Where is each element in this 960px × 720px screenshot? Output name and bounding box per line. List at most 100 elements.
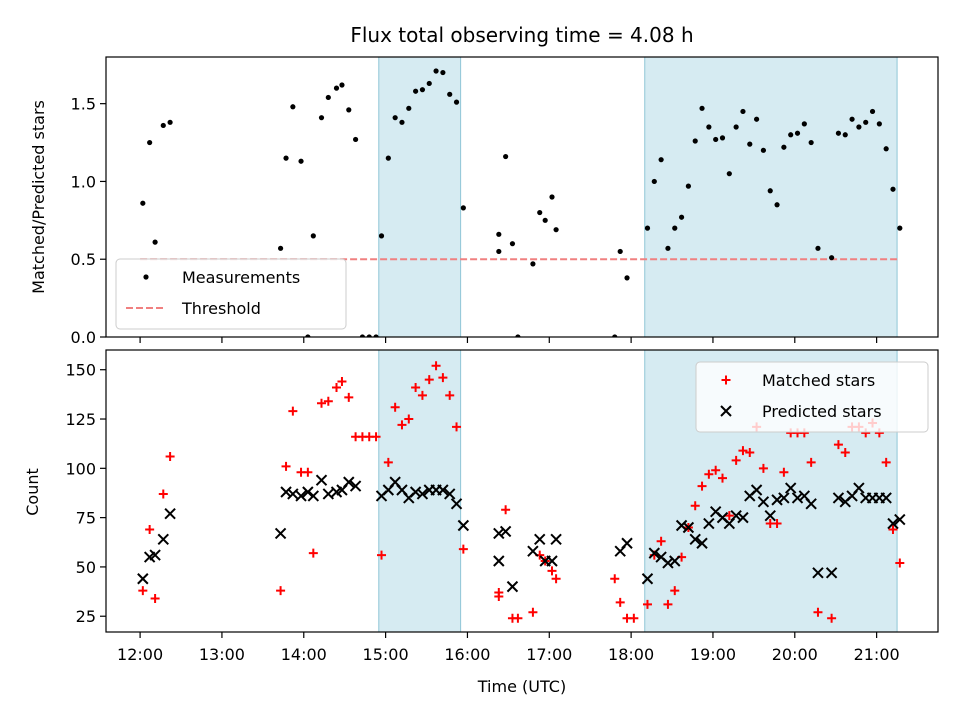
top-dot-point (753, 116, 760, 122)
bottom-x-point (416, 488, 429, 500)
bottom-plus-point (323, 396, 333, 406)
top-dot-point (392, 115, 398, 121)
top-dot-point (706, 124, 712, 130)
bottom-plus-point (813, 607, 823, 617)
top-dot-point (829, 255, 835, 261)
bottom-legend-label: Predicted stars (762, 402, 882, 421)
bottom-x-point (302, 486, 314, 498)
bottom-plus-point (417, 390, 427, 400)
top-dot-point (713, 136, 719, 143)
top-dot-point (733, 124, 739, 130)
top-dot-point (651, 178, 657, 185)
bottom-x-point (546, 555, 558, 567)
bottom-plus-point (438, 373, 448, 383)
bottom-plus-point (738, 446, 748, 456)
x-tick-label: 18:00 (608, 645, 654, 664)
bottom-x-point (343, 476, 355, 488)
x-tick-label: 21:00 (854, 645, 900, 664)
bottom-plus-point (431, 361, 441, 371)
top-dot-point (152, 239, 158, 245)
x-tick-label: 12:00 (117, 645, 163, 664)
bottom-x-point (641, 573, 654, 585)
bottom-plus-point (281, 461, 291, 471)
top-dot-point (378, 233, 385, 239)
bottom-plus-point (383, 457, 393, 467)
bottom-plus-point (165, 451, 175, 461)
top-dot-point (549, 194, 555, 200)
top-dot-point (366, 334, 372, 337)
bottom-plus-point (724, 511, 734, 521)
bottom-x-point (880, 492, 892, 504)
bottom-x-point (648, 547, 661, 559)
bottom-plus-point (513, 613, 523, 623)
bottom-plus-point (656, 536, 666, 546)
bottom-x-point (137, 573, 149, 585)
top-dot-point (685, 183, 692, 189)
top-shaded-interval-1 (644, 56, 898, 338)
top-dot-point (842, 132, 848, 138)
top-y-axis-label: Matched/Predicted stars (29, 100, 48, 294)
bottom-plus-point (840, 448, 850, 458)
bottom-x-point (409, 486, 422, 498)
top-y-tick-label: 0.5 (71, 250, 96, 269)
bottom-plus-point (411, 382, 421, 392)
bottom-plus-point (642, 599, 652, 609)
bottom-x-point (689, 533, 701, 546)
top-dot-point (835, 130, 842, 136)
top-dot-point (310, 233, 316, 239)
bottom-x-point (280, 486, 292, 498)
bottom-plus-point (303, 467, 313, 477)
bottom-plus-point (288, 406, 298, 416)
top-dot-point (876, 121, 882, 127)
top-dot-point (658, 157, 664, 163)
bottom-plus-point (145, 524, 155, 534)
bottom-x-point (853, 482, 865, 494)
bottom-x-point (805, 498, 817, 510)
x-tick-label: 16:00 (444, 645, 490, 664)
bottom-x-point (825, 567, 838, 579)
top-dot-point (426, 80, 432, 87)
bottom-plus-point (615, 597, 625, 607)
bottom-plus-point (404, 414, 414, 424)
top-dot-point (617, 248, 623, 255)
bottom-y-tick-label: 25 (76, 607, 96, 626)
top-dot-point (339, 82, 345, 88)
top-dot-point (406, 105, 412, 111)
bottom-plus-point (697, 481, 707, 491)
bottom-plus-point (806, 457, 816, 467)
top-dot-point (801, 121, 807, 127)
bottom-x-point (499, 525, 512, 538)
top-dot-point (883, 146, 889, 152)
bottom-plus-point (551, 574, 561, 584)
bottom-legend: Matched stars Predicted stars (695, 361, 929, 433)
x-tick-label: 15:00 (363, 645, 409, 664)
top-dot-point (413, 88, 419, 94)
bottom-plus-point (308, 548, 318, 558)
bottom-x-point (675, 519, 688, 532)
top-dot-point (290, 104, 296, 110)
top-dot-point (447, 91, 453, 97)
top-y-tick-label: 0.0 (71, 328, 96, 347)
bottom-plus-point (711, 465, 721, 475)
bottom-x-point (287, 488, 299, 500)
top-dot-point (760, 147, 767, 153)
top-dot-point (612, 334, 618, 337)
bottom-y-tick-label: 150 (65, 361, 96, 380)
top-dot-point (147, 139, 153, 146)
top-dot-point (815, 245, 821, 251)
bottom-x-point (295, 490, 307, 502)
top-legend-label: Threshold (181, 299, 261, 318)
bottom-x-point (696, 537, 708, 549)
bottom-plus-point (758, 463, 768, 473)
top-dot-point (869, 108, 876, 115)
top-dot-point (496, 248, 502, 255)
bottom-plus-point (610, 574, 620, 584)
top-legend: Measurements Threshold (115, 258, 347, 330)
x-tick-label: 19:00 (690, 645, 736, 664)
top-dot-point (863, 119, 869, 125)
top-legend-label: Measurements (182, 268, 300, 287)
top-dot-point (353, 136, 359, 143)
top-dot-point (509, 241, 516, 247)
bottom-x-point (457, 519, 470, 532)
